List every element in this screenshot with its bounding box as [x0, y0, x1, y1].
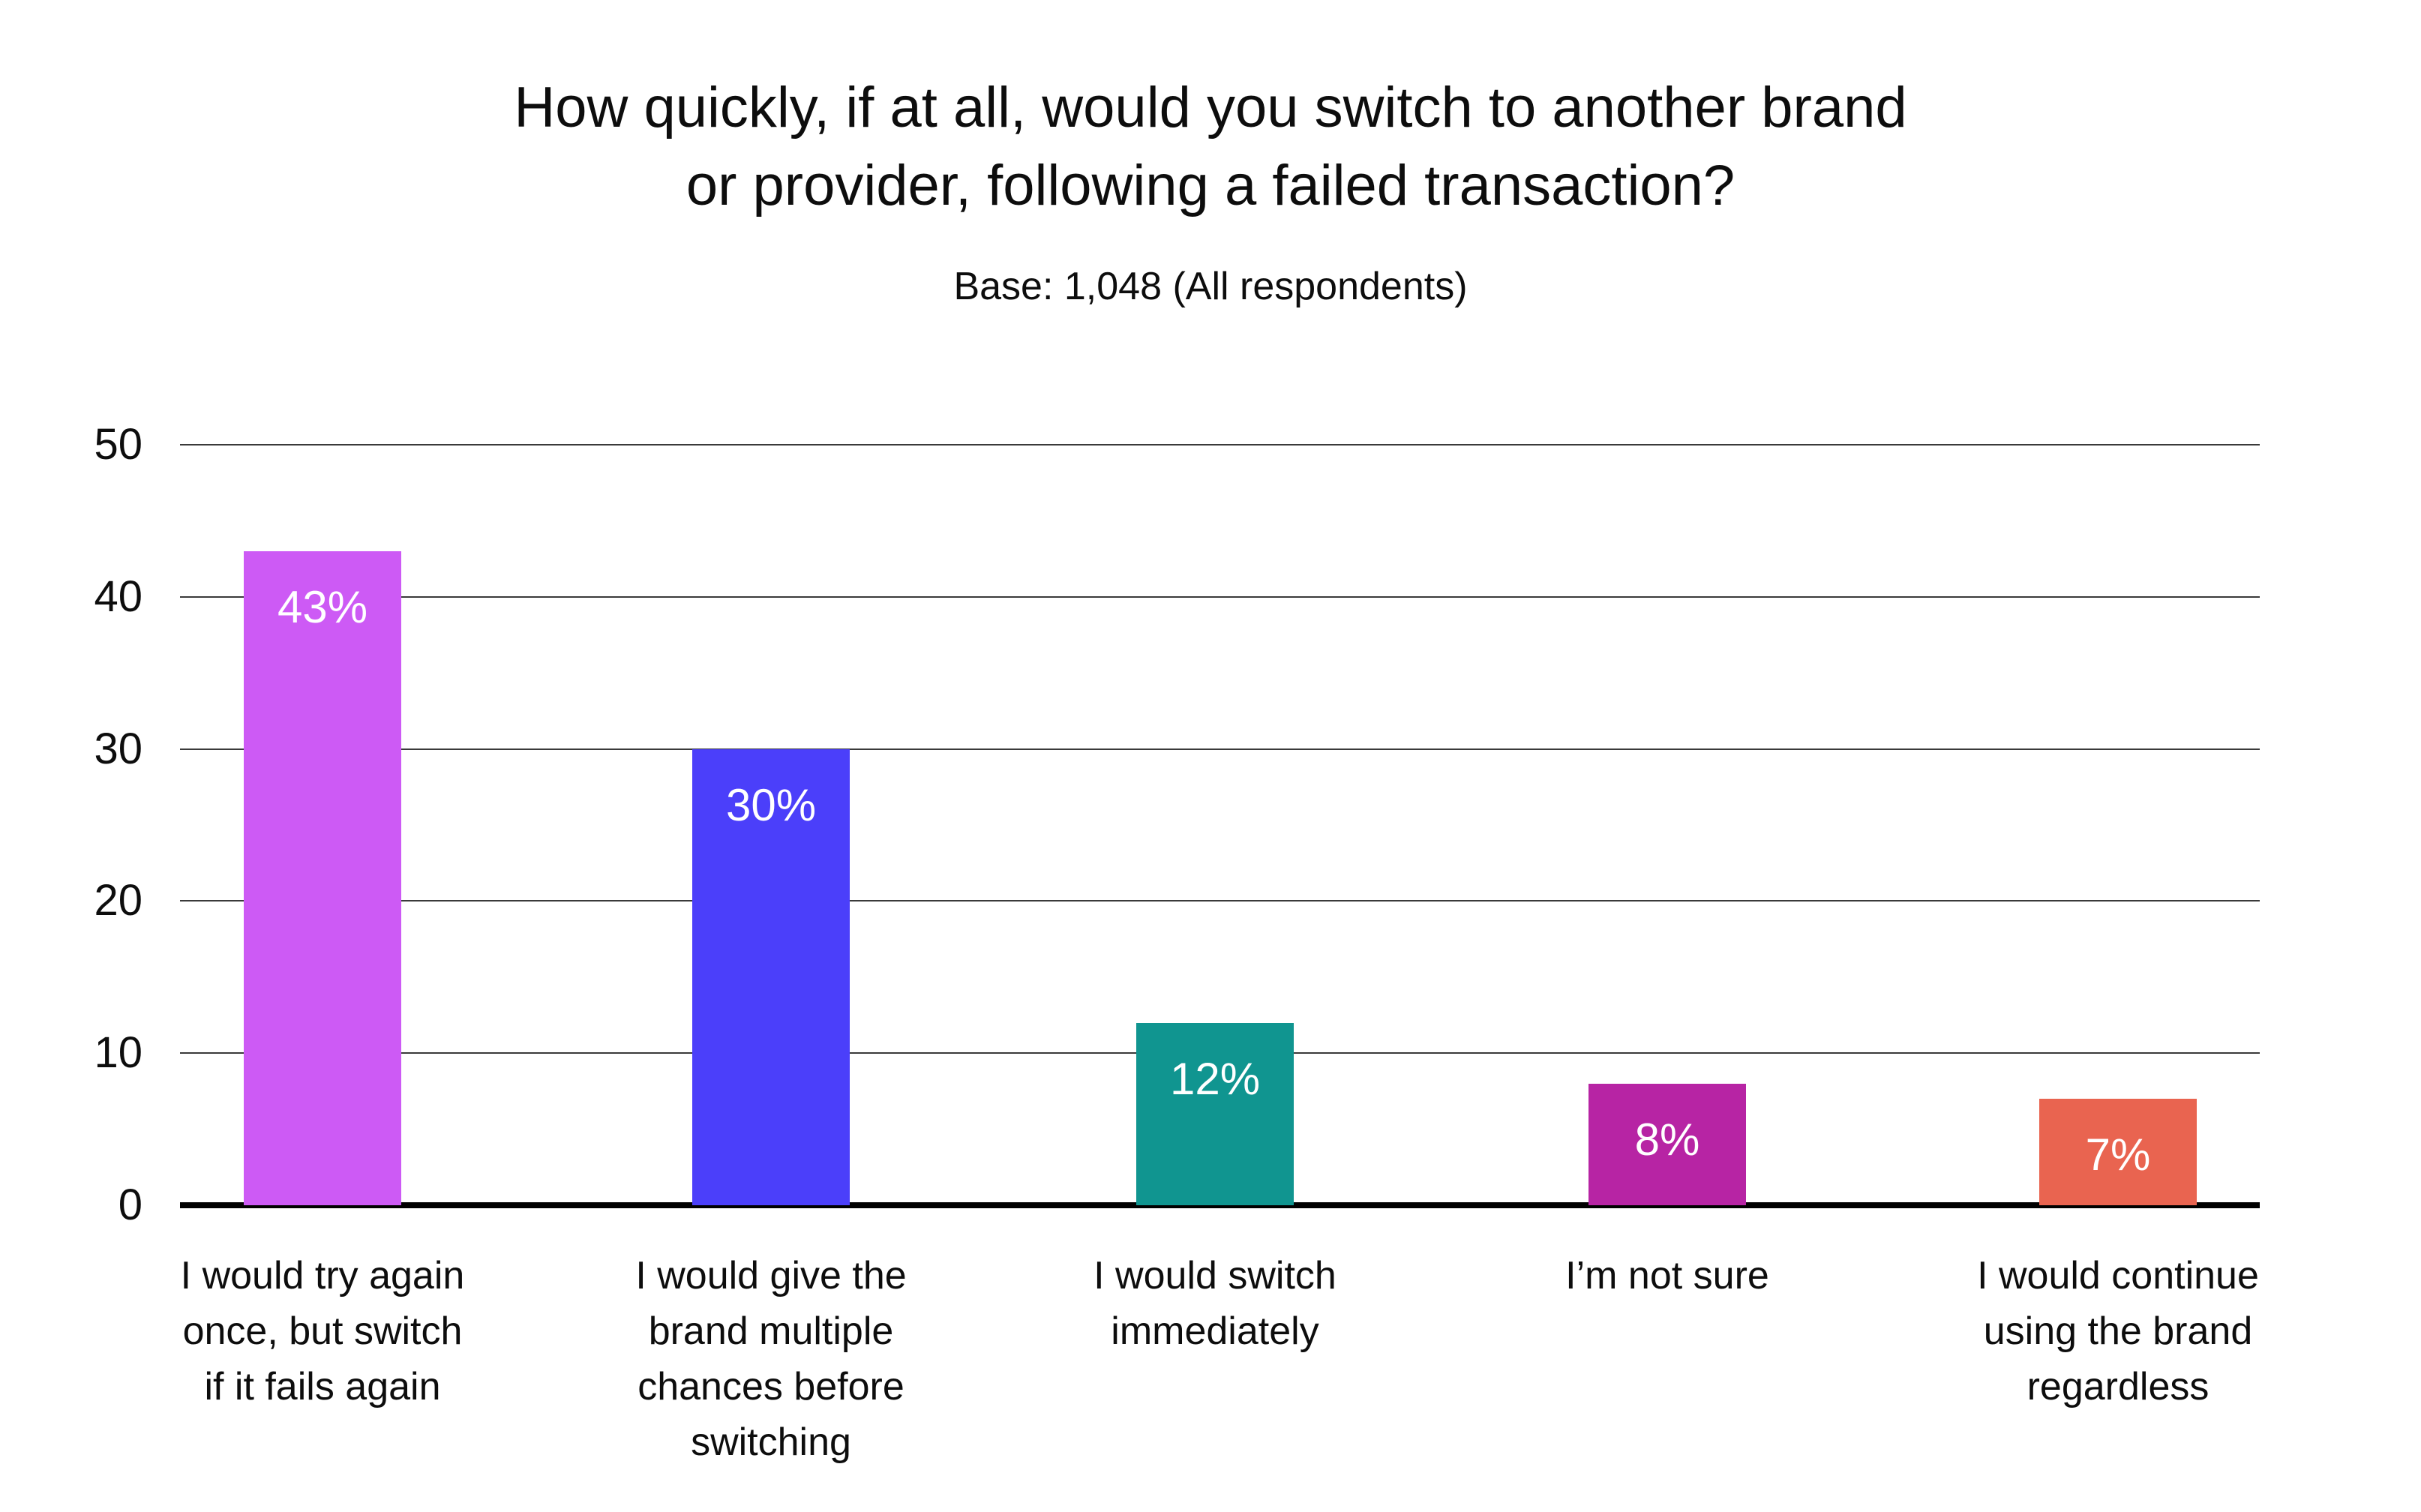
x-axis-label-line: brand multiple: [648, 1310, 894, 1353]
gridline-30: [180, 748, 2260, 750]
x-axis-label: I would give the brand multiple chances be…: [531, 1248, 1011, 1470]
y-tick-label-20: 20: [94, 876, 142, 926]
chart-title-line: or provider, following a failed transact…: [686, 154, 1736, 218]
x-axis-label-line: I’m not sure: [1565, 1254, 1769, 1298]
bar-5: 7%: [2039, 1099, 2197, 1205]
x-axis-label-line: I would continue: [1977, 1254, 2259, 1298]
bar-value-label: 8%: [1634, 1114, 1700, 1165]
bar-4: 8%: [1588, 1083, 1746, 1205]
chart-subtitle: Base: 1,048 (All respondents): [953, 265, 1468, 308]
y-tick-label-0: 0: [118, 1180, 142, 1229]
x-axis-label-line: I would give the: [635, 1254, 907, 1298]
x-axis-line: [180, 1202, 2260, 1208]
x-axis-label-line: once, but switch: [182, 1310, 463, 1353]
chart-title: How quickly, if at all, would you switch…: [0, 69, 2421, 225]
x-axis-label-line: I would try again: [180, 1254, 465, 1298]
x-axis-label: I’m not sure: [1427, 1248, 1907, 1304]
x-axis-label-line: I would switch: [1094, 1254, 1336, 1298]
x-axis-label: I would continue using the brand regardles…: [1878, 1248, 2358, 1414]
x-axis-label: I would switch immediately: [975, 1248, 1455, 1359]
bar-1: 43%: [244, 550, 401, 1205]
bar-3: 12%: [1136, 1022, 1294, 1205]
x-axis-label-line: regardless: [2026, 1365, 2210, 1408]
x-axis-label: I would try again once, but switch if it f…: [82, 1248, 562, 1414]
y-tick-label-30: 30: [94, 724, 142, 773]
gridline-20: [180, 900, 2260, 902]
x-axis-label-line: immediately: [1111, 1310, 1319, 1353]
x-axis-label-line: using the brand: [1983, 1310, 2253, 1353]
y-tick-label-10: 10: [94, 1028, 142, 1078]
bar-value-label: 30%: [725, 779, 817, 830]
bar-value-label: 43%: [277, 581, 368, 632]
chart-title-line: How quickly, if at all, would you switch…: [514, 76, 1907, 140]
x-axis-label-line: switching: [691, 1420, 851, 1464]
x-axis-label-line: chances before: [638, 1365, 904, 1408]
x-axis-label-line: if it fails again: [204, 1365, 441, 1408]
gridline-50: [180, 444, 2260, 446]
gridline-40: [180, 596, 2260, 598]
bar-value-label: 7%: [2085, 1130, 2151, 1180]
bar-2: 30%: [692, 748, 850, 1205]
y-tick-label-40: 40: [94, 572, 142, 621]
y-tick-label-50: 50: [94, 420, 142, 469]
bar-value-label: 12%: [1169, 1053, 1261, 1104]
